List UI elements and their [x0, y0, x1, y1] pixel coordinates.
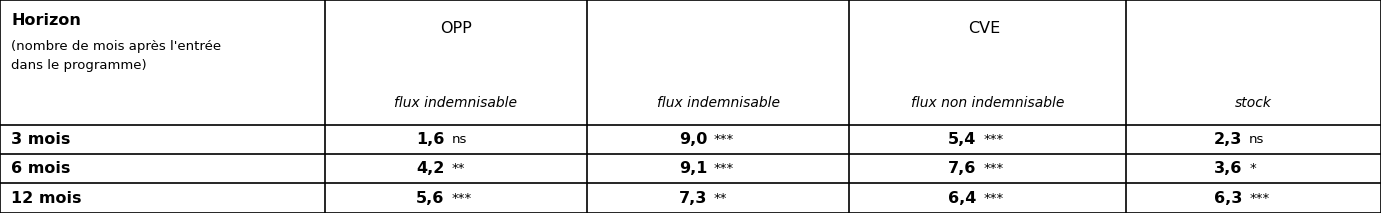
Text: 12 mois: 12 mois: [11, 191, 81, 206]
Text: 6,3: 6,3: [1214, 191, 1242, 206]
Text: 2,3: 2,3: [1214, 132, 1242, 147]
Text: 3,6: 3,6: [1214, 161, 1242, 176]
Text: ***: ***: [714, 133, 735, 146]
Text: ***: ***: [1248, 191, 1269, 205]
Text: OPP: OPP: [441, 21, 471, 36]
Text: 7,6: 7,6: [947, 161, 976, 176]
Text: 3 mois: 3 mois: [11, 132, 70, 147]
Text: 6,4: 6,4: [947, 191, 976, 206]
Text: **: **: [452, 162, 465, 175]
Text: 9,0: 9,0: [678, 132, 707, 147]
Text: 7,3: 7,3: [678, 191, 707, 206]
Text: **: **: [714, 191, 728, 205]
Text: flux indemnisable: flux indemnisable: [656, 96, 780, 110]
Text: 4,2: 4,2: [416, 161, 445, 176]
Text: CVE: CVE: [968, 21, 1000, 36]
Text: 6 mois: 6 mois: [11, 161, 70, 176]
Text: stock: stock: [1235, 96, 1272, 110]
Text: ***: ***: [714, 162, 735, 175]
Text: ***: ***: [452, 191, 472, 205]
Text: (nombre de mois après l'entrée
dans le programme): (nombre de mois après l'entrée dans le p…: [11, 40, 221, 72]
Text: ns: ns: [452, 133, 467, 146]
Text: ***: ***: [983, 191, 1004, 205]
Text: ns: ns: [1248, 133, 1265, 146]
Text: ***: ***: [983, 162, 1004, 175]
Text: flux non indemnisable: flux non indemnisable: [910, 96, 1065, 110]
Text: ***: ***: [983, 133, 1004, 146]
Text: 5,4: 5,4: [947, 132, 976, 147]
Text: 9,1: 9,1: [678, 161, 707, 176]
Text: 1,6: 1,6: [416, 132, 445, 147]
Text: Horizon: Horizon: [11, 13, 81, 28]
Text: 5,6: 5,6: [416, 191, 445, 206]
Text: *: *: [1248, 162, 1255, 175]
Text: flux indemnisable: flux indemnisable: [394, 96, 518, 110]
